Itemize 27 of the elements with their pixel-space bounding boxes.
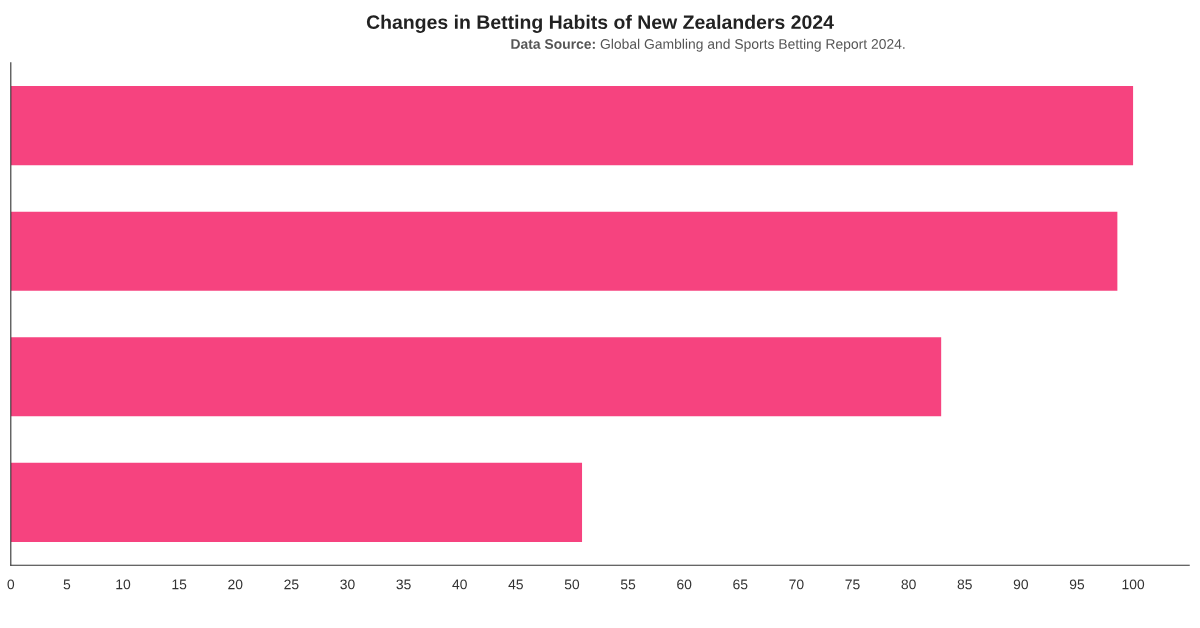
bar [10, 86, 1134, 166]
chart-title: Changes in Betting Habits of New Zealanders 2024 [366, 14, 834, 33]
chart-subtitle: Data Source: Global Gambling and Sports Betting Report 2024. [511, 38, 905, 52]
bar [10, 462, 583, 542]
x-tick-label: 15 [172, 579, 187, 590]
x-tick-label: 10 [116, 579, 131, 590]
x-tick-label: 30 [340, 579, 355, 590]
bar [10, 337, 942, 417]
x-tick-label: 85 [957, 579, 972, 590]
x-tick-label: 25 [284, 579, 299, 590]
x-tick-label: 80 [901, 579, 916, 590]
x-tick-label: 35 [396, 579, 411, 590]
x-tick-label: 90 [1013, 579, 1029, 590]
x-tick-label: 45 [508, 579, 523, 590]
bar [10, 211, 1118, 291]
x-tick-label: 50 [564, 579, 580, 590]
x-tick-label: 100 [1122, 579, 1145, 590]
x-tick-label: 5 [63, 579, 71, 590]
x-tick-label: 65 [733, 579, 748, 590]
x-tick-label: 0 [7, 579, 15, 590]
x-tick-label: 60 [677, 579, 692, 590]
x-tick-label: 55 [620, 579, 636, 590]
x-tick-label: 70 [789, 579, 804, 590]
x-tick-label: 95 [1069, 579, 1085, 590]
x-tick-label: 20 [228, 579, 243, 590]
x-tick-label: 75 [845, 579, 860, 590]
x-tick-label: 40 [452, 579, 467, 590]
